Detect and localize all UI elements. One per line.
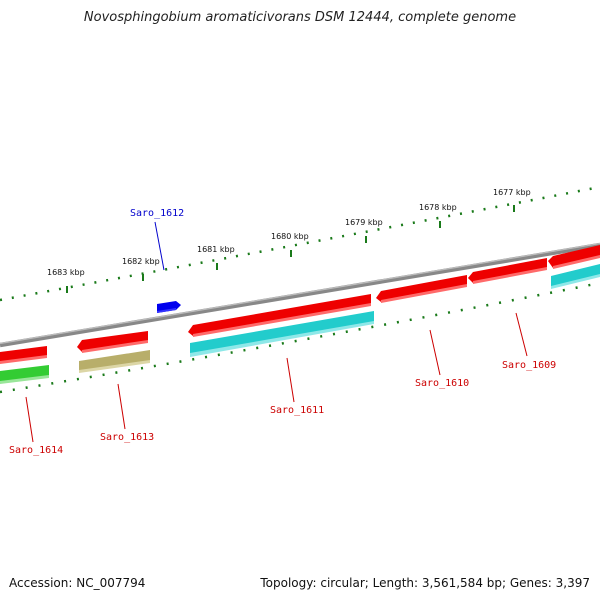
cog-block-olive [79,350,150,373]
genome-backbone [0,242,600,348]
gene-label-saro-1611[interactable]: Saro_1611 [270,405,324,416]
cog-block-green [0,365,49,384]
scale-label: 1678 kbp [419,203,457,212]
gene-label-saro-1613[interactable]: Saro_1613 [100,432,154,443]
scale-major-ticks [66,205,515,293]
scale-label: 1681 kbp [197,245,235,254]
cog-block-cyan [190,311,374,357]
gene-label-saro-1610[interactable]: Saro_1610 [415,378,469,389]
cog-block-cyan-2 [551,264,600,289]
genome-stats-text: Topology: circular; Length: 3,561,584 bp… [260,576,590,590]
accession-text: Accession: NC_007794 [9,576,146,590]
scale-label: 1677 kbp [493,188,531,197]
scale-labels: 1683 kbp 1682 kbp 1681 kbp 1680 kbp 1679… [47,188,531,277]
gene-saro-1610-arrow[interactable] [376,275,467,303]
gene-label-saro-1609[interactable]: Saro_1609 [502,360,556,371]
gene-label-saro-1614[interactable]: Saro_1614 [9,445,63,456]
scale-track [0,185,600,302]
gene-saro-1611-arrow[interactable] [188,294,371,337]
scale-label: 1682 kbp [122,257,160,266]
gene-saro-1614-arrow[interactable] [0,346,47,364]
gene-label-saro-1612[interactable]: Saro_1612 [130,208,184,219]
inner-track [0,281,600,394]
gene-saro-1609-arrow[interactable] [468,258,547,284]
scale-label: 1683 kbp [47,268,85,277]
map-title: Novosphingobium aromaticivorans DSM 1244… [83,10,517,25]
scale-label: 1679 kbp [345,218,383,227]
gene-saro-1612-arrow[interactable] [157,301,181,313]
scale-label: 1680 kbp [271,232,309,241]
leader-lines [25,221,528,443]
gene-saro-1613-arrow[interactable] [77,331,148,353]
gene-next-arrow[interactable] [548,245,600,269]
